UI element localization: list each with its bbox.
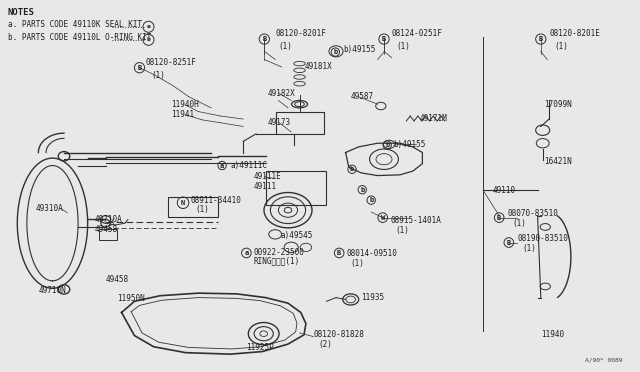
Text: B: B [382, 36, 386, 42]
Text: 49111E: 49111E [254, 172, 282, 181]
Text: a: a [244, 250, 248, 256]
Text: B: B [262, 36, 266, 42]
Bar [266, 171, 326, 205]
Text: 00922-23500: 00922-23500 [253, 248, 304, 257]
Text: 11950N: 11950N [117, 294, 145, 303]
Text: (1): (1) [196, 205, 210, 214]
Text: 11935: 11935 [362, 293, 385, 302]
Text: b)49155: b)49155 [393, 140, 426, 149]
Text: 11925P: 11925P [246, 343, 274, 352]
Text: (1): (1) [522, 244, 536, 253]
Text: a: a [147, 24, 150, 29]
Text: 49458: 49458 [106, 275, 129, 284]
Text: 49458: 49458 [95, 225, 118, 234]
Text: 08120-8201E: 08120-8201E [549, 29, 600, 38]
Text: 08120-8201F: 08120-8201F [275, 29, 326, 38]
Text: B: B [337, 250, 341, 256]
Text: 08124-0251F: 08124-0251F [392, 29, 442, 38]
Text: b: b [360, 187, 364, 193]
Text: 08915-1401A: 08915-1401A [390, 217, 441, 225]
Text: a)49111C: a)49111C [230, 161, 268, 170]
Text: b)49155: b)49155 [343, 45, 376, 54]
Text: 08120-81828: 08120-81828 [314, 330, 364, 339]
Text: (1): (1) [278, 42, 292, 51]
Text: B: B [497, 215, 501, 221]
Text: 49587: 49587 [351, 92, 374, 101]
Text: 49181X: 49181X [305, 62, 332, 71]
Text: B: B [138, 65, 141, 71]
Text: (1): (1) [397, 42, 411, 51]
Text: 49111: 49111 [254, 182, 277, 191]
Text: a. PARTS CODE 49110K SEAL KIT: a. PARTS CODE 49110K SEAL KIT [8, 20, 142, 29]
Text: A/90* 0089: A/90* 0089 [584, 358, 622, 363]
Text: NOTES: NOTES [8, 8, 35, 17]
Text: 11940: 11940 [541, 330, 564, 339]
Text: a)49545: a)49545 [280, 231, 313, 240]
Text: b: b [385, 142, 389, 148]
Bar [99, 229, 117, 240]
Text: (2): (2) [318, 340, 332, 349]
Text: 11941: 11941 [172, 110, 195, 119]
Text: 17099N: 17099N [544, 100, 572, 109]
Text: W: W [381, 215, 385, 221]
Text: 08911-34410: 08911-34410 [191, 196, 241, 205]
Text: 49171M: 49171M [419, 114, 447, 123]
Text: N: N [181, 200, 185, 206]
Text: 08014-09510: 08014-09510 [346, 249, 397, 258]
Text: 49173: 49173 [268, 118, 291, 126]
Text: 11940H: 11940H [172, 100, 199, 109]
Text: (1): (1) [151, 71, 165, 80]
Text: b: b [147, 37, 150, 42]
Text: b: b [333, 49, 337, 55]
Text: 16421N: 16421N [544, 157, 572, 166]
Text: b: b [350, 166, 354, 172]
Text: (1): (1) [512, 219, 526, 228]
Text: b. PARTS CODE 49110L O-RING KIT: b. PARTS CODE 49110L O-RING KIT [8, 33, 151, 42]
Text: 49310A: 49310A [35, 204, 63, 213]
Text: (1): (1) [554, 42, 568, 51]
Text: 49710N: 49710N [38, 286, 66, 295]
Text: B: B [507, 240, 511, 246]
Text: 49710A: 49710A [95, 215, 122, 224]
Text: (1): (1) [351, 259, 365, 267]
Text: 49110: 49110 [493, 186, 516, 195]
Text: 08070-83510: 08070-83510 [508, 209, 558, 218]
Text: 08120-8251F: 08120-8251F [146, 58, 196, 67]
Text: B: B [539, 36, 543, 42]
Text: a: a [220, 163, 224, 169]
Text: (1): (1) [396, 226, 410, 235]
Text: RINGリング(1): RINGリング(1) [253, 257, 300, 266]
Text: 49182X: 49182X [268, 89, 295, 97]
Text: b: b [369, 197, 373, 203]
Text: 08190-83510: 08190-83510 [517, 234, 568, 243]
